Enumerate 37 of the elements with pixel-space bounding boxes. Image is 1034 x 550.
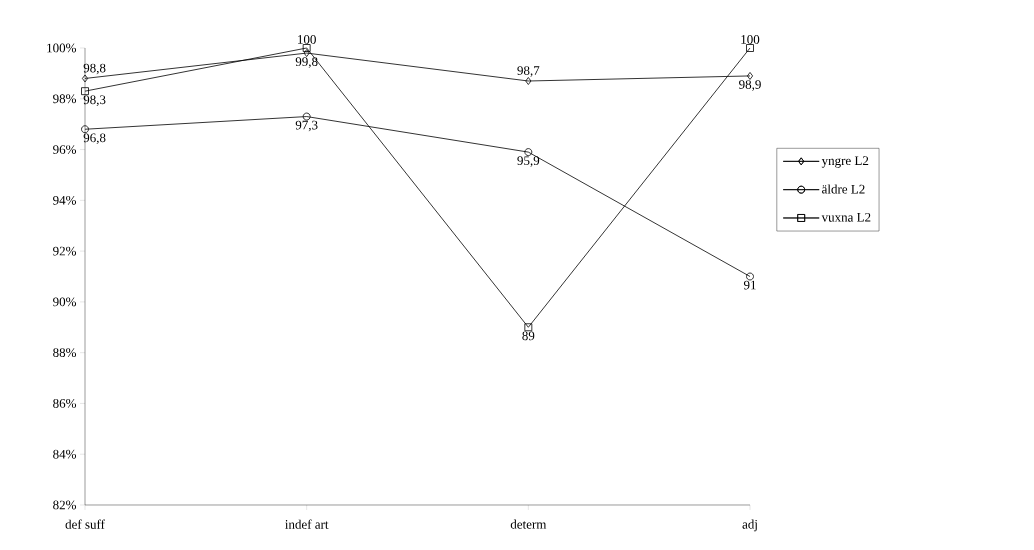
y-tick-label: 88% <box>53 348 77 358</box>
y-tick-label: 84% <box>53 449 77 459</box>
y-tick-label: 98% <box>53 94 77 104</box>
data-label: 95,9 <box>517 156 540 167</box>
point <box>81 87 89 96</box>
y-tick-label: 96% <box>53 145 77 154</box>
data-label: 91 <box>743 280 756 290</box>
data-label: 89 <box>522 331 535 341</box>
point <box>303 49 310 57</box>
point <box>524 148 533 156</box>
data-label: 97,3 <box>295 120 318 132</box>
x-tick-label: def suff <box>65 519 105 529</box>
legend-label: vuxna L2 <box>821 212 871 222</box>
data-label: 98,7 <box>517 66 540 77</box>
point <box>525 77 532 85</box>
point <box>81 125 89 134</box>
x-tick-label: determ <box>510 519 547 529</box>
legend-label: yngre L2 <box>821 156 869 168</box>
point <box>81 74 89 83</box>
data-label: 98,3 <box>83 95 106 107</box>
data-label: 98,9 <box>739 80 761 91</box>
y-tick-label: 90% <box>53 297 77 307</box>
data-label: 98,8 <box>83 63 106 75</box>
y-tick-label: 82% <box>53 500 77 510</box>
x-tick-label: indef art <box>285 519 329 529</box>
data-label: 99,8 <box>295 57 318 68</box>
y-tick-label: 94% <box>53 195 77 205</box>
data-label: 100 <box>741 35 760 44</box>
y-tick-label: 100% <box>47 43 77 53</box>
data-label: 96,8 <box>83 133 106 145</box>
legend-label: äldre L2 <box>822 184 865 194</box>
x-tick-label: adj <box>742 519 757 532</box>
y-tick-label: 92% <box>53 246 77 256</box>
y-tick-label: 86% <box>53 399 77 408</box>
data-label: 100 <box>298 35 316 44</box>
point <box>302 44 311 52</box>
point <box>746 72 754 80</box>
